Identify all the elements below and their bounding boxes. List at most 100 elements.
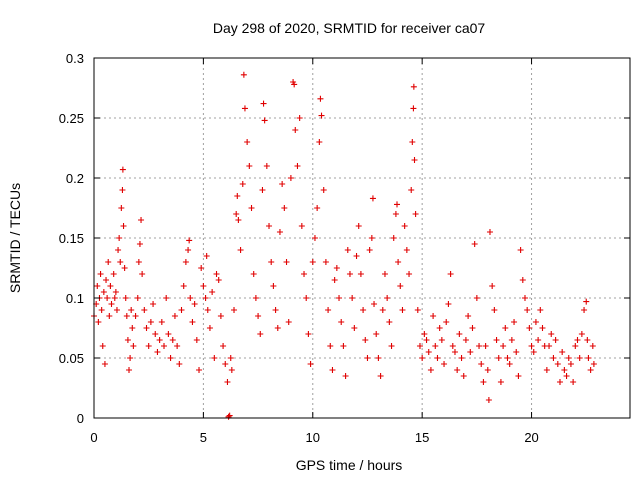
data-point [237,247,244,253]
chart-title: Day 298 of 2020, SRMTID for receiver ca0… [213,20,486,36]
data-point [182,259,189,265]
data-point [138,217,145,223]
data-point [584,337,591,343]
data-point [217,313,224,319]
data-point [118,205,125,211]
data-point [554,361,561,367]
data-point [506,361,513,367]
data-point [395,259,402,265]
y-tick-label: 0.05 [59,351,84,366]
data-point [135,259,142,265]
data-point [377,373,384,379]
y-tick-label: 0.3 [66,51,84,66]
data-point [556,379,563,385]
data-point [574,337,581,343]
data-point [220,343,227,349]
data-point [401,223,408,229]
data-point [441,361,448,367]
data-point [283,259,290,265]
data-point [257,331,264,337]
data-point [362,337,369,343]
data-point [309,259,316,265]
data-point [120,223,127,229]
data-points [91,71,597,420]
data-point [104,295,111,301]
data-point [480,379,487,385]
data-point [403,247,410,253]
data-point [307,361,314,367]
x-tick-label: 0 [90,430,97,445]
data-point [371,301,378,307]
data-point [386,319,393,325]
data-point [244,139,251,145]
data-point [213,271,220,277]
data-point [456,331,463,337]
data-point [294,163,301,169]
data-point [259,187,266,193]
data-point [234,193,241,199]
data-point [364,355,371,361]
data-point [552,337,559,343]
data-point [316,139,323,145]
data-point [338,319,345,325]
data-point [122,295,129,301]
data-point [500,343,507,349]
data-point [353,253,360,259]
data-point [425,349,432,355]
data-point [486,229,493,235]
data-point [204,307,211,313]
data-point [336,295,343,301]
data-point [467,349,474,355]
data-point [156,337,163,343]
data-point [411,157,418,163]
data-point [167,355,174,361]
data-point [255,313,262,319]
data-point [123,313,130,319]
data-point [537,307,544,313]
data-point [471,241,478,247]
data-point [373,331,380,337]
data-point [225,413,232,420]
data-point [231,307,238,313]
data-point [329,367,336,373]
data-point [543,367,550,373]
data-point [419,355,426,361]
data-point [331,277,338,283]
data-point [388,343,395,349]
data-point [333,265,340,271]
y-tick-label: 0.1 [66,291,84,306]
data-point [327,343,334,349]
data-point [233,211,240,217]
data-point [112,289,119,295]
data-point [134,295,141,301]
data-point [222,361,229,367]
data-point [423,337,430,343]
x-tick-label: 20 [524,430,538,445]
data-point [320,187,327,193]
data-point [567,361,574,367]
data-point [406,271,413,277]
data-point [445,301,452,307]
data-point [209,289,216,295]
data-point [152,331,159,337]
data-point [325,307,332,313]
data-point [261,117,268,124]
data-point [206,325,213,331]
data-point [409,139,416,145]
data-point [311,235,318,241]
x-axis-label: GPS time / hours [296,457,403,473]
data-point [103,277,110,283]
data-point [381,271,388,277]
data-point [416,343,423,349]
data-point [563,373,570,379]
data-point [139,271,146,277]
data-point [578,331,585,337]
data-point [191,301,198,307]
data-point [469,325,476,331]
data-point [130,343,137,349]
data-point [318,112,325,119]
data-point [101,361,108,367]
data-point [248,205,255,211]
data-point [154,349,161,355]
